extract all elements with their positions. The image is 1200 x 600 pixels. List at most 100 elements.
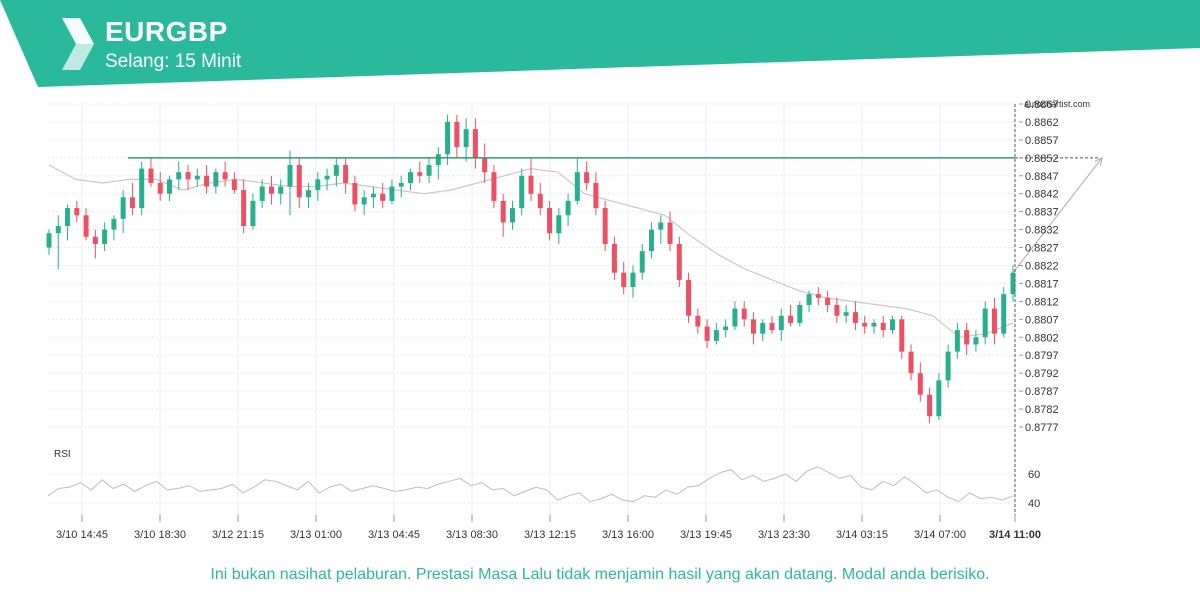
candle (222, 161, 228, 187)
candle (991, 297, 997, 345)
candle-body (343, 165, 349, 183)
candle (602, 200, 608, 252)
candle (704, 319, 710, 349)
candle (306, 182, 312, 209)
candle-body (222, 172, 228, 180)
candle (1010, 265, 1016, 302)
candle (750, 312, 756, 345)
candle-body (296, 165, 302, 198)
candle-body (324, 175, 330, 180)
candle-body (139, 168, 145, 209)
candle (574, 157, 580, 205)
price-tick-label: 0.8837 (1025, 207, 1059, 219)
candle-body (148, 168, 154, 183)
candle-body (74, 208, 80, 216)
candle-body (871, 322, 877, 327)
candle (157, 172, 163, 201)
candle-body (417, 172, 423, 176)
candle (398, 175, 404, 198)
candle (686, 272, 692, 323)
candle (667, 211, 673, 252)
candle-body (46, 233, 52, 248)
candle (899, 315, 905, 359)
time-tick-label: 3/13 12:15 (524, 529, 576, 541)
candle-body (760, 322, 766, 334)
candle-body (83, 215, 89, 237)
candle (611, 236, 617, 280)
time-tick-label: 3/10 14:45 (56, 529, 108, 541)
candle (982, 301, 988, 345)
candle-body (556, 215, 562, 234)
candle (945, 344, 951, 388)
candle-body (834, 304, 840, 316)
candle-body (445, 121, 451, 155)
candle (194, 168, 200, 187)
candle-body (509, 208, 515, 223)
price-tick-label: 0.8792 (1025, 368, 1059, 380)
candle-body (111, 218, 117, 230)
candle (129, 182, 135, 216)
price-tick-label: 0.8797 (1025, 350, 1059, 362)
candle-body (482, 157, 488, 173)
candle (167, 175, 172, 201)
candle-body (519, 175, 525, 209)
candle (509, 200, 515, 230)
candle-body (167, 179, 172, 194)
candle-body (1010, 272, 1016, 295)
candle (120, 190, 126, 234)
candle-body (676, 243, 682, 280)
candle (973, 330, 979, 352)
candle-body (102, 229, 108, 244)
candle-body (204, 175, 210, 187)
candle (500, 193, 506, 237)
candle (788, 304, 794, 327)
candle (843, 304, 849, 323)
candle-body (797, 304, 803, 323)
candle-body (435, 154, 441, 166)
candle (74, 200, 80, 223)
candle (361, 190, 367, 216)
candle-body (250, 200, 256, 227)
candle (389, 179, 395, 205)
candle (519, 168, 525, 216)
candle-body (278, 186, 284, 194)
time-tick-label: 3/14 11:00 (989, 529, 1041, 541)
candle-body (306, 190, 312, 198)
candle (83, 208, 89, 241)
rsi-tick-label: 60 (1028, 469, 1040, 481)
price-tick-label: 0.8777 (1025, 422, 1059, 434)
candle (825, 290, 831, 313)
time-tick-label: 3/13 04:45 (368, 529, 420, 541)
candle (204, 165, 210, 194)
candle (55, 215, 61, 270)
candle-body (880, 322, 886, 331)
candle-body (120, 197, 126, 219)
candle-body (806, 294, 812, 305)
candle-body (129, 197, 135, 209)
price-tick-label: 0.8862 (1025, 117, 1059, 129)
candle (713, 322, 719, 345)
candle (917, 362, 923, 402)
candle-body (630, 272, 636, 288)
candle-body (528, 175, 534, 194)
time-tick-label: 3/14 07:00 (914, 529, 966, 541)
candle-body (639, 251, 645, 273)
candle-body (333, 165, 339, 176)
candle (732, 301, 738, 331)
candle (92, 229, 98, 259)
candle (593, 172, 599, 216)
header-banner (0, 0, 1200, 87)
price-tick-label: 0.8857 (1025, 135, 1059, 147)
candle-body (658, 222, 664, 230)
candle-body (361, 197, 367, 205)
candle-body (574, 172, 580, 201)
candle-body (259, 186, 265, 201)
candle (213, 168, 219, 194)
axes: 0.8867 0.8862 0.8857 0.8852 0.8847 0.8842 0.88… (56, 99, 1059, 541)
candle (139, 161, 145, 216)
candle-body (704, 326, 710, 341)
price-tick-label: 0.8787 (1025, 386, 1059, 398)
candle-body (584, 172, 590, 183)
candle-body (936, 380, 942, 417)
time-tick-label: 3/12 21:15 (212, 529, 264, 541)
